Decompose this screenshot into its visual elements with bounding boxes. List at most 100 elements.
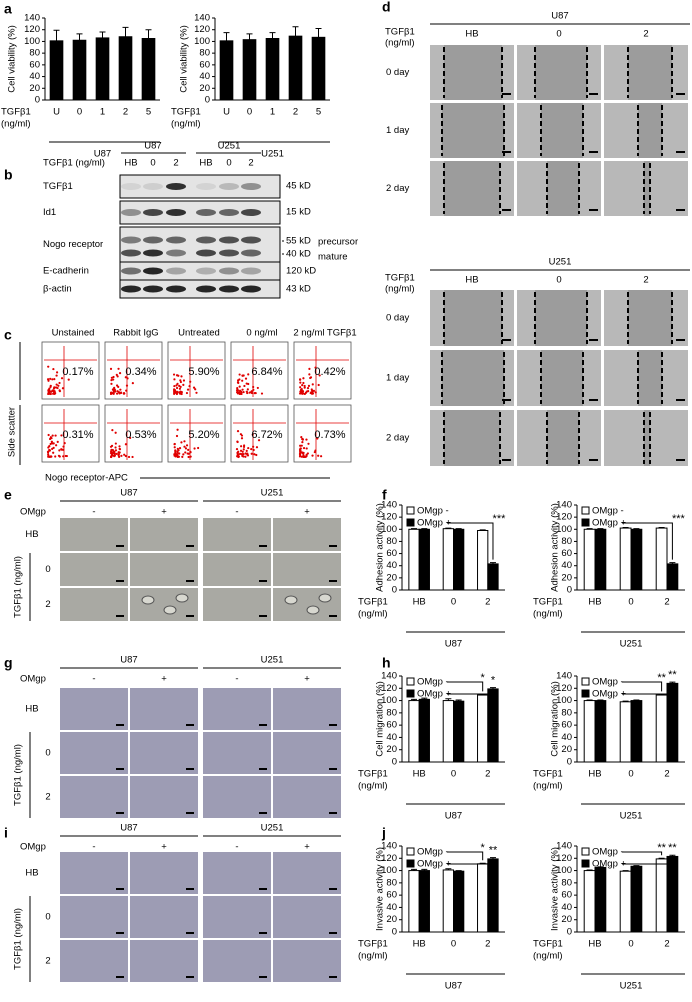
flow-event bbox=[46, 450, 50, 453]
legend-label: OMgp + bbox=[592, 518, 627, 529]
scale-bar bbox=[116, 545, 124, 547]
flow-event bbox=[239, 452, 242, 455]
y-tick-label: 140 bbox=[381, 500, 397, 511]
error-bar bbox=[455, 528, 462, 530]
legend-label: OMgp + bbox=[592, 689, 627, 700]
flow-event bbox=[114, 431, 117, 434]
micrograph bbox=[430, 103, 514, 158]
blot-cell-line: U87 bbox=[144, 141, 161, 152]
grid-sign: + bbox=[161, 507, 167, 518]
bar bbox=[141, 38, 156, 101]
wound-row-label: 2 day bbox=[386, 433, 409, 444]
error-bar bbox=[622, 700, 629, 702]
wound-row-label: 0 day bbox=[386, 67, 409, 78]
y-tick-label: 140 bbox=[556, 500, 572, 511]
bar bbox=[655, 694, 668, 763]
y-tick-label: 0 bbox=[567, 757, 572, 768]
flow-event bbox=[173, 384, 176, 388]
flow-event bbox=[174, 455, 178, 458]
x-axis-label: TGFβ1 bbox=[358, 597, 388, 608]
flow-event bbox=[178, 384, 181, 387]
x-axis-label: TGFβ1 bbox=[533, 597, 563, 608]
y-axis-label: Invasive activity (%) bbox=[375, 847, 386, 931]
micrograph bbox=[203, 852, 271, 894]
flow-percent: 0.17% bbox=[62, 366, 93, 378]
wound-cell-line: U251 bbox=[549, 257, 572, 268]
significance-bracket bbox=[622, 851, 663, 856]
x-tick-label: HB bbox=[588, 939, 601, 950]
grid-dose-label: TGFβ1 (ng/ml) bbox=[13, 908, 24, 970]
flow-event bbox=[299, 386, 302, 389]
grid-sign: - bbox=[235, 842, 238, 853]
flow-event bbox=[240, 445, 243, 448]
bar bbox=[408, 870, 420, 933]
bar bbox=[619, 701, 632, 763]
flow-percent: 5.20% bbox=[188, 429, 219, 441]
significance-bracket bbox=[622, 522, 673, 560]
flow-event bbox=[309, 376, 313, 379]
micrograph bbox=[203, 776, 271, 818]
bar bbox=[288, 35, 303, 101]
error-bar bbox=[145, 29, 152, 39]
wound-column: HB bbox=[465, 275, 478, 286]
error-bar bbox=[597, 528, 604, 530]
cell-cluster bbox=[306, 605, 320, 615]
y-axis-label: Cell viability (%) bbox=[179, 25, 190, 93]
blot-band bbox=[241, 285, 261, 293]
x-tick-label: HB bbox=[588, 597, 601, 608]
significance-label: ** bbox=[489, 845, 498, 857]
y-tick-label: 0 bbox=[567, 927, 572, 938]
error-bar bbox=[489, 687, 496, 689]
scale-bar bbox=[116, 580, 124, 582]
blot-band bbox=[196, 183, 216, 190]
grid-dose: 2 bbox=[45, 792, 50, 803]
cell-layer bbox=[587, 290, 601, 346]
significance-bracket bbox=[447, 851, 484, 861]
flow-event bbox=[124, 454, 127, 458]
wound-cell-line: U87 bbox=[551, 11, 568, 22]
error-bar bbox=[122, 26, 129, 37]
flow-event bbox=[111, 429, 114, 432]
wound-column: 2 bbox=[643, 275, 648, 286]
flow-event bbox=[255, 446, 259, 449]
cell-layer bbox=[517, 350, 541, 406]
cell-layer bbox=[650, 410, 688, 466]
error-bar bbox=[489, 857, 496, 859]
legend-label: OMgp - bbox=[592, 506, 624, 517]
bar bbox=[311, 36, 326, 101]
flow-event bbox=[109, 445, 113, 448]
bar bbox=[583, 528, 596, 591]
panel-label: j bbox=[381, 825, 386, 841]
flow-event bbox=[235, 447, 239, 451]
x-tick-label: 2 bbox=[123, 107, 128, 118]
blot-band bbox=[219, 209, 239, 216]
y-tick-label: 0 bbox=[35, 95, 40, 106]
flow-event bbox=[246, 388, 249, 391]
blot-size: 55 kD bbox=[286, 236, 311, 247]
y-tick-label: 100 bbox=[24, 36, 40, 47]
flow-event bbox=[47, 365, 50, 368]
flow-event bbox=[46, 378, 50, 381]
scale-bar bbox=[329, 580, 337, 582]
x-tick-label: 1 bbox=[270, 107, 275, 118]
x-tick-label: U bbox=[223, 107, 230, 118]
micrograph bbox=[273, 896, 341, 938]
error-bar bbox=[597, 866, 604, 868]
error-bar bbox=[669, 562, 676, 564]
flow-percent: 5.90% bbox=[188, 366, 219, 378]
cell-layer bbox=[662, 103, 688, 158]
y-tick-label: 60 bbox=[29, 59, 40, 70]
cell-layer bbox=[583, 350, 601, 406]
wound-dose-label: (ng/ml) bbox=[385, 38, 415, 49]
bar bbox=[487, 688, 499, 763]
cell-layer bbox=[604, 45, 628, 100]
scale-bar bbox=[259, 615, 267, 617]
bar bbox=[408, 528, 420, 591]
blot-size: 120 kD bbox=[286, 266, 316, 277]
flow-event bbox=[127, 455, 131, 459]
error-bar bbox=[269, 32, 276, 39]
bar bbox=[583, 700, 596, 763]
cell-cluster bbox=[141, 595, 155, 605]
error-bar bbox=[53, 29, 60, 41]
x-tick-label: 2 bbox=[485, 769, 490, 780]
